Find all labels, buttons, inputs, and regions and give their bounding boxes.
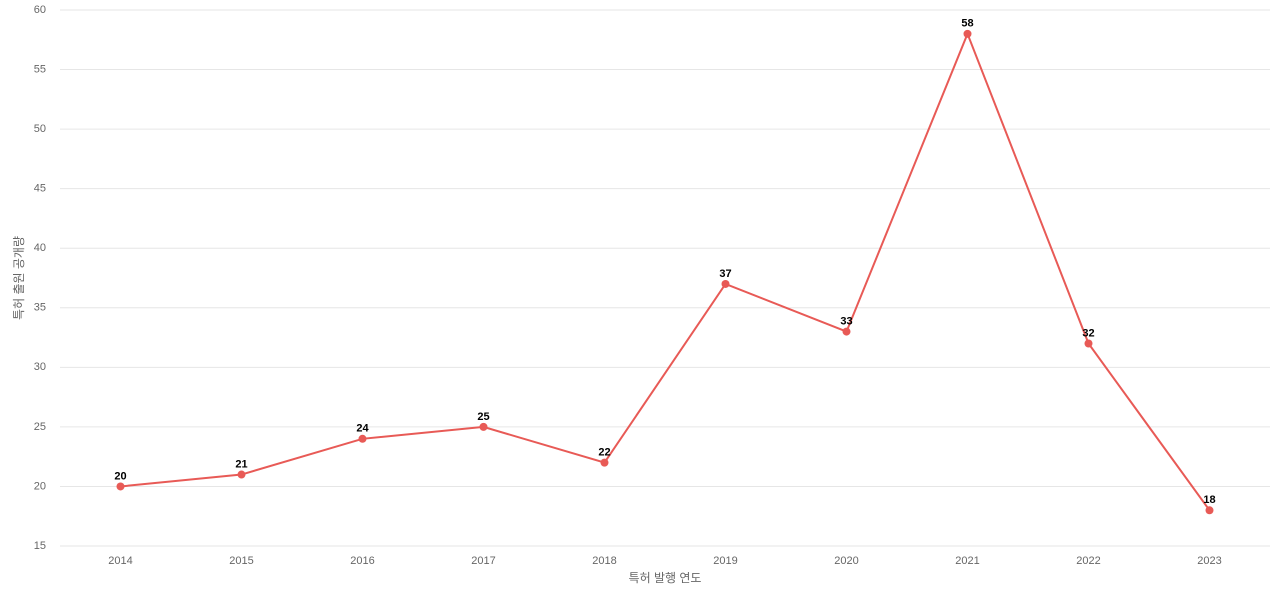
x-tick-label: 2022 (1076, 555, 1100, 567)
point (479, 422, 488, 431)
x-tick-label: 2016 (350, 555, 374, 567)
y-tick-label: 55 (34, 63, 46, 75)
x-tick-label: 2019 (713, 555, 737, 567)
point (600, 458, 609, 467)
data-label: 24 (356, 423, 369, 435)
data-label: 22 (598, 447, 610, 459)
y-tick-label: 25 (34, 421, 46, 433)
y-tick-label: 50 (34, 123, 46, 135)
x-tick-label: 2017 (471, 555, 495, 567)
x-tick-label: 2020 (834, 555, 858, 567)
x-tick-label: 2018 (592, 555, 616, 567)
point (842, 327, 851, 336)
data-label: 25 (477, 411, 489, 423)
data-label: 58 (961, 18, 973, 30)
line (120, 31, 1211, 511)
data-label: 32 (1082, 327, 1094, 339)
point (237, 470, 246, 479)
y-tick-label: 60 (34, 4, 46, 16)
y-tick-label: 20 (34, 480, 46, 492)
data-label: 37 (719, 268, 731, 280)
point (721, 279, 730, 288)
y-tick-label: 45 (34, 183, 46, 195)
y-axis-title: 특허 출원 공개량 (12, 236, 26, 320)
data-label: 18 (1203, 494, 1215, 506)
x-axis-title: 특허 발행 연도 (629, 570, 702, 585)
data-label: 20 (114, 470, 126, 482)
y-tick-label: 30 (34, 361, 46, 373)
y-tick-label: 15 (34, 540, 46, 552)
x-tick-label: 2021 (955, 555, 979, 567)
point (116, 482, 125, 491)
x-tick-label: 2015 (229, 555, 253, 567)
data-label: 33 (840, 316, 852, 328)
point (1205, 506, 1214, 515)
point (1084, 339, 1093, 348)
x-tick-label: 2023 (1197, 555, 1221, 567)
point (358, 434, 367, 443)
point (963, 29, 972, 38)
x-tick-label: 2014 (108, 555, 132, 567)
y-tick-label: 35 (34, 302, 46, 314)
y-tick-label: 40 (34, 242, 46, 254)
data-label: 21 (235, 458, 247, 470)
